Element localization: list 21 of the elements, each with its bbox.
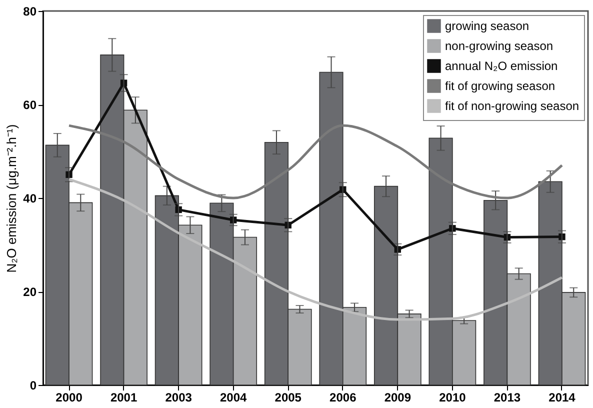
- legend-label: fit of growing season: [445, 79, 556, 93]
- x-tick-label: 2014: [548, 390, 576, 404]
- y-tick-label: 0: [30, 378, 37, 392]
- legend-label: growing season: [445, 19, 530, 33]
- x-tick-label: 2001: [110, 390, 138, 404]
- y-tick-label: 80: [23, 4, 37, 18]
- x-tick-label: 2003: [165, 390, 192, 404]
- x-tick-label: 2013: [494, 390, 521, 404]
- y-axis-title: N₂O emission (μg.m⁻².h⁻¹): [4, 124, 20, 273]
- x-tick-label: 2005: [274, 390, 302, 404]
- legend-label: annual N₂O emission: [445, 59, 558, 73]
- y-tick-label: 60: [23, 98, 37, 112]
- x-tick-label: 2006: [330, 390, 357, 404]
- legend-label: non-growing season: [445, 39, 554, 53]
- y-tick-label: 40: [23, 192, 37, 206]
- x-tick-label: 2010: [439, 390, 466, 404]
- y-tick-label: 20: [23, 285, 37, 299]
- x-tick-label: 2000: [56, 390, 83, 404]
- legend-label: fit of non-growing season: [445, 99, 580, 113]
- x-tick-label: 2009: [384, 390, 412, 404]
- x-tick-label: 2004: [220, 390, 248, 404]
